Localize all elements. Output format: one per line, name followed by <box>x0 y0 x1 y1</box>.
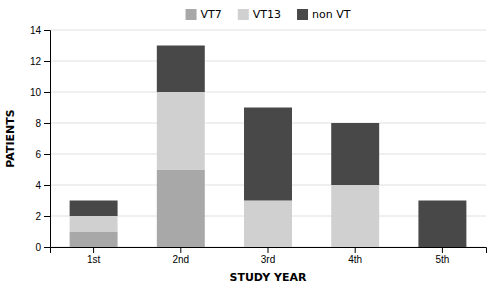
tick-mark <box>268 247 269 253</box>
bar <box>244 201 292 248</box>
tick: 1st <box>87 247 101 265</box>
series <box>70 92 380 247</box>
tick-mark <box>44 185 50 186</box>
tick-label: 6 <box>35 149 41 160</box>
legend-item: VT7 <box>186 8 222 21</box>
x-axis: 1st 2nd 3rd 4th 5th <box>51 247 487 265</box>
tick-label: 4 <box>35 180 41 191</box>
legend-item: VT13 <box>238 8 281 21</box>
bar <box>157 170 205 248</box>
series <box>70 46 467 248</box>
bar <box>70 201 118 217</box>
tick: 3rd <box>261 247 275 265</box>
legend-swatch <box>238 9 249 20</box>
tick-mark <box>44 247 50 248</box>
legend-swatch <box>297 9 308 20</box>
y-axis: 0 2 4 6 8 10 12 14 <box>30 25 51 253</box>
tick-label: 0 <box>35 242 41 253</box>
tick: 5th <box>435 247 449 265</box>
tick-label: 2nd <box>172 254 189 265</box>
legend: VT7 VT13 non VT <box>186 8 351 21</box>
tick-label: 3rd <box>261 254 275 265</box>
tick-mark <box>44 30 50 31</box>
tick-label: 4th <box>348 254 362 265</box>
grid-line <box>50 61 486 62</box>
tick-label: 1st <box>87 254 101 265</box>
tick: 8 <box>35 118 50 129</box>
bar <box>418 201 466 248</box>
tick: 6 <box>35 149 50 160</box>
grid-line <box>50 30 486 31</box>
chart: 0 2 4 6 8 10 12 14 1st 2nd 3rd 4th 5th STUDY YEAR PATI… <box>0 0 500 289</box>
bar <box>331 123 379 185</box>
grid <box>50 30 486 247</box>
bar <box>70 232 118 248</box>
legend-label: VT13 <box>253 8 281 21</box>
bar <box>331 185 379 247</box>
bar <box>244 108 292 201</box>
bars <box>70 46 467 248</box>
series <box>70 170 205 248</box>
tick-mark <box>44 123 50 124</box>
tick: 12 <box>30 56 50 67</box>
tick: 4 <box>35 180 50 191</box>
tick-mark <box>355 247 356 253</box>
tick-label: 5th <box>435 254 449 265</box>
legend-item: non VT <box>297 8 351 21</box>
tick: 4th <box>348 247 362 265</box>
tick-label: 8 <box>35 118 41 129</box>
y-axis-title: PATIENTS <box>4 109 17 168</box>
x-axis-title: STUDY YEAR <box>230 271 307 284</box>
tick: 10 <box>30 87 50 98</box>
tick-mark <box>44 154 50 155</box>
bar <box>157 92 205 170</box>
plot: 0 2 4 6 8 10 12 14 1st 2nd 3rd 4th 5th <box>30 25 487 265</box>
grid-line <box>50 92 486 93</box>
legend-label: VT7 <box>201 8 222 21</box>
tick-mark <box>93 247 94 253</box>
axis-line <box>51 248 487 254</box>
tick: 2nd <box>172 247 189 265</box>
bar <box>70 216 118 232</box>
tick: 14 <box>30 25 50 36</box>
tick-mark <box>44 61 50 62</box>
tick-label: 10 <box>30 87 42 98</box>
tick-label: 2 <box>35 211 41 222</box>
legend-swatch <box>186 9 197 20</box>
tick-mark <box>180 247 181 253</box>
tick-mark <box>44 216 50 217</box>
axis-line <box>44 31 51 248</box>
tick-label: 14 <box>30 25 42 36</box>
bar <box>157 46 205 93</box>
tick: 2 <box>35 211 50 222</box>
tick: 0 <box>35 242 50 253</box>
tick-mark <box>442 247 443 253</box>
tick-label: 12 <box>30 56 42 67</box>
legend-label: non VT <box>312 8 351 21</box>
tick-mark <box>44 92 50 93</box>
